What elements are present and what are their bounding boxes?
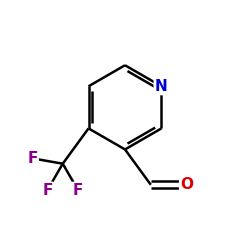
Text: O: O	[180, 177, 193, 192]
Text: N: N	[155, 79, 168, 94]
Text: F: F	[27, 151, 38, 166]
Text: F: F	[73, 183, 83, 198]
Text: F: F	[42, 183, 52, 198]
